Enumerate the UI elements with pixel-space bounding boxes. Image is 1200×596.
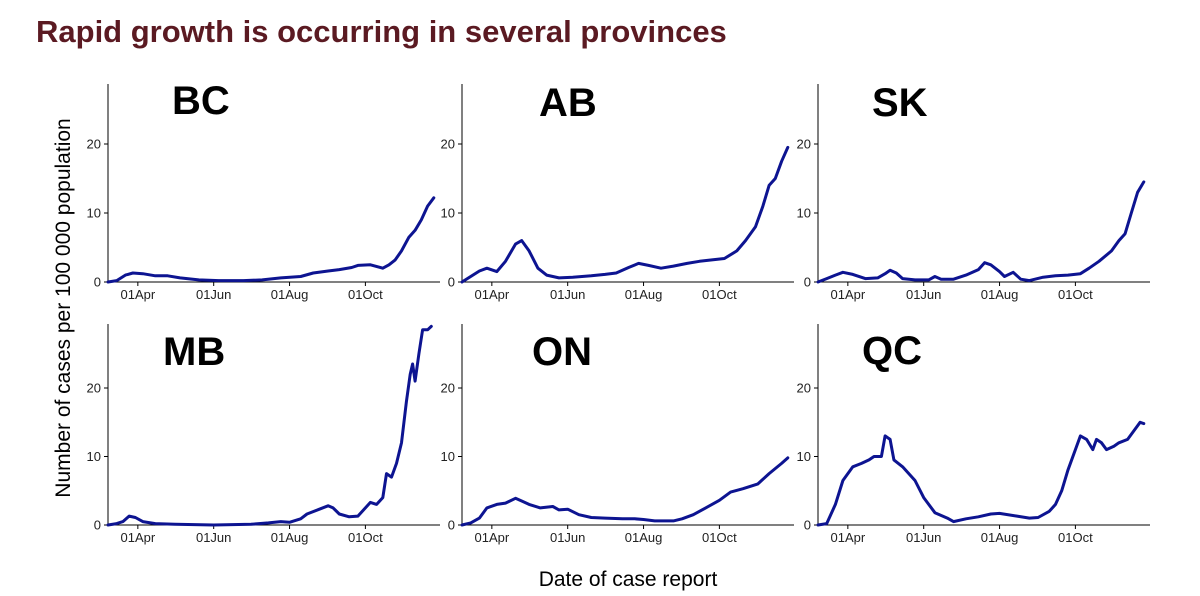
- series-line-qc: [816, 420, 1146, 527]
- x-tick-label: 01Aug: [981, 287, 1019, 302]
- y-tick-label: 20: [441, 381, 455, 396]
- y-tick-label: 0: [94, 518, 101, 533]
- panel-label-on: ON: [532, 330, 592, 374]
- x-tick-label: 01Apr: [474, 287, 509, 302]
- panel-label-qc: QC: [862, 329, 922, 373]
- series-line-bc: [106, 196, 436, 284]
- x-tick-label: 01Apr: [120, 530, 155, 545]
- y-tick-label: 20: [797, 137, 811, 152]
- panel-label-mb: MB: [163, 330, 225, 374]
- panel-label-ab: AB: [539, 81, 597, 125]
- y-tick-label: 10: [797, 449, 811, 464]
- x-tick-label: 01Jun: [550, 287, 585, 302]
- x-tick-label: 01Oct: [348, 287, 383, 302]
- y-axis-title: Number of cases per 100 000 population: [52, 118, 75, 497]
- y-tick-label: 10: [441, 206, 455, 221]
- panel-on: 0 10 20 01Apr 01Jun 01Aug 01Oct ON: [441, 324, 794, 545]
- y-tick-label: 20: [441, 137, 455, 152]
- x-tick-label: 01Apr: [830, 287, 865, 302]
- y-tick-label: 10: [87, 206, 101, 221]
- y-tick-label: 0: [94, 275, 101, 290]
- x-tick-label: 01Aug: [625, 287, 663, 302]
- y-tick-label: 20: [797, 381, 811, 396]
- x-tick-label: 01Aug: [271, 287, 309, 302]
- series-line-sk: [816, 180, 1146, 284]
- x-tick-label: 01Oct: [702, 530, 737, 545]
- panel-bc: 0 10 20 01Apr 01Jun 01Aug 01Oct BC: [87, 79, 440, 302]
- x-tick-label: 01Oct: [1058, 530, 1093, 545]
- y-tick-label: 0: [448, 275, 455, 290]
- y-tick-label: 10: [441, 449, 455, 464]
- panel-label-sk: SK: [872, 81, 928, 125]
- y-tick-label: 20: [87, 137, 101, 152]
- y-tick-label: 0: [448, 518, 455, 533]
- x-tick-label: 01Apr: [120, 287, 155, 302]
- panel-sk: 0 10 20 01Apr 01Jun 01Aug 01Oct SK: [797, 81, 1150, 302]
- series-line-mb: [106, 324, 433, 527]
- series-line-ab: [460, 145, 790, 284]
- x-tick-label: 01Apr: [830, 530, 865, 545]
- x-tick-label: 01Aug: [625, 530, 663, 545]
- x-tick-label: 01Jun: [196, 287, 231, 302]
- panel-mb: 0 10 20 01Apr 01Jun 01Aug 01Oct MB: [87, 324, 440, 545]
- series-line-on: [460, 456, 790, 527]
- x-tick-label: 01Aug: [981, 530, 1019, 545]
- panel-ab: 0 10 20 01Apr 01Jun 01Aug 01Oct AB: [441, 81, 794, 302]
- y-tick-label: 10: [87, 449, 101, 464]
- x-tick-label: 01Jun: [906, 530, 941, 545]
- x-tick-label: 01Oct: [348, 530, 383, 545]
- x-tick-label: 01Jun: [550, 530, 585, 545]
- panel-label-bc: BC: [172, 79, 230, 123]
- panel-qc: 0 10 20 01Apr 01Jun 01Aug 01Oct QC: [797, 324, 1150, 545]
- y-tick-label: 20: [87, 381, 101, 396]
- x-tick-label: 01Jun: [196, 530, 231, 545]
- x-axis-title: Date of case report: [539, 568, 718, 591]
- slide-title: Rapid growth is occurring in several pro…: [36, 14, 727, 49]
- y-tick-label: 10: [797, 206, 811, 221]
- x-tick-label: 01Oct: [1058, 287, 1093, 302]
- x-tick-label: 01Aug: [271, 530, 309, 545]
- x-tick-label: 01Apr: [474, 530, 509, 545]
- y-tick-label: 0: [804, 275, 811, 290]
- y-tick-label: 0: [804, 518, 811, 533]
- x-tick-label: 01Oct: [702, 287, 737, 302]
- x-tick-label: 01Jun: [906, 287, 941, 302]
